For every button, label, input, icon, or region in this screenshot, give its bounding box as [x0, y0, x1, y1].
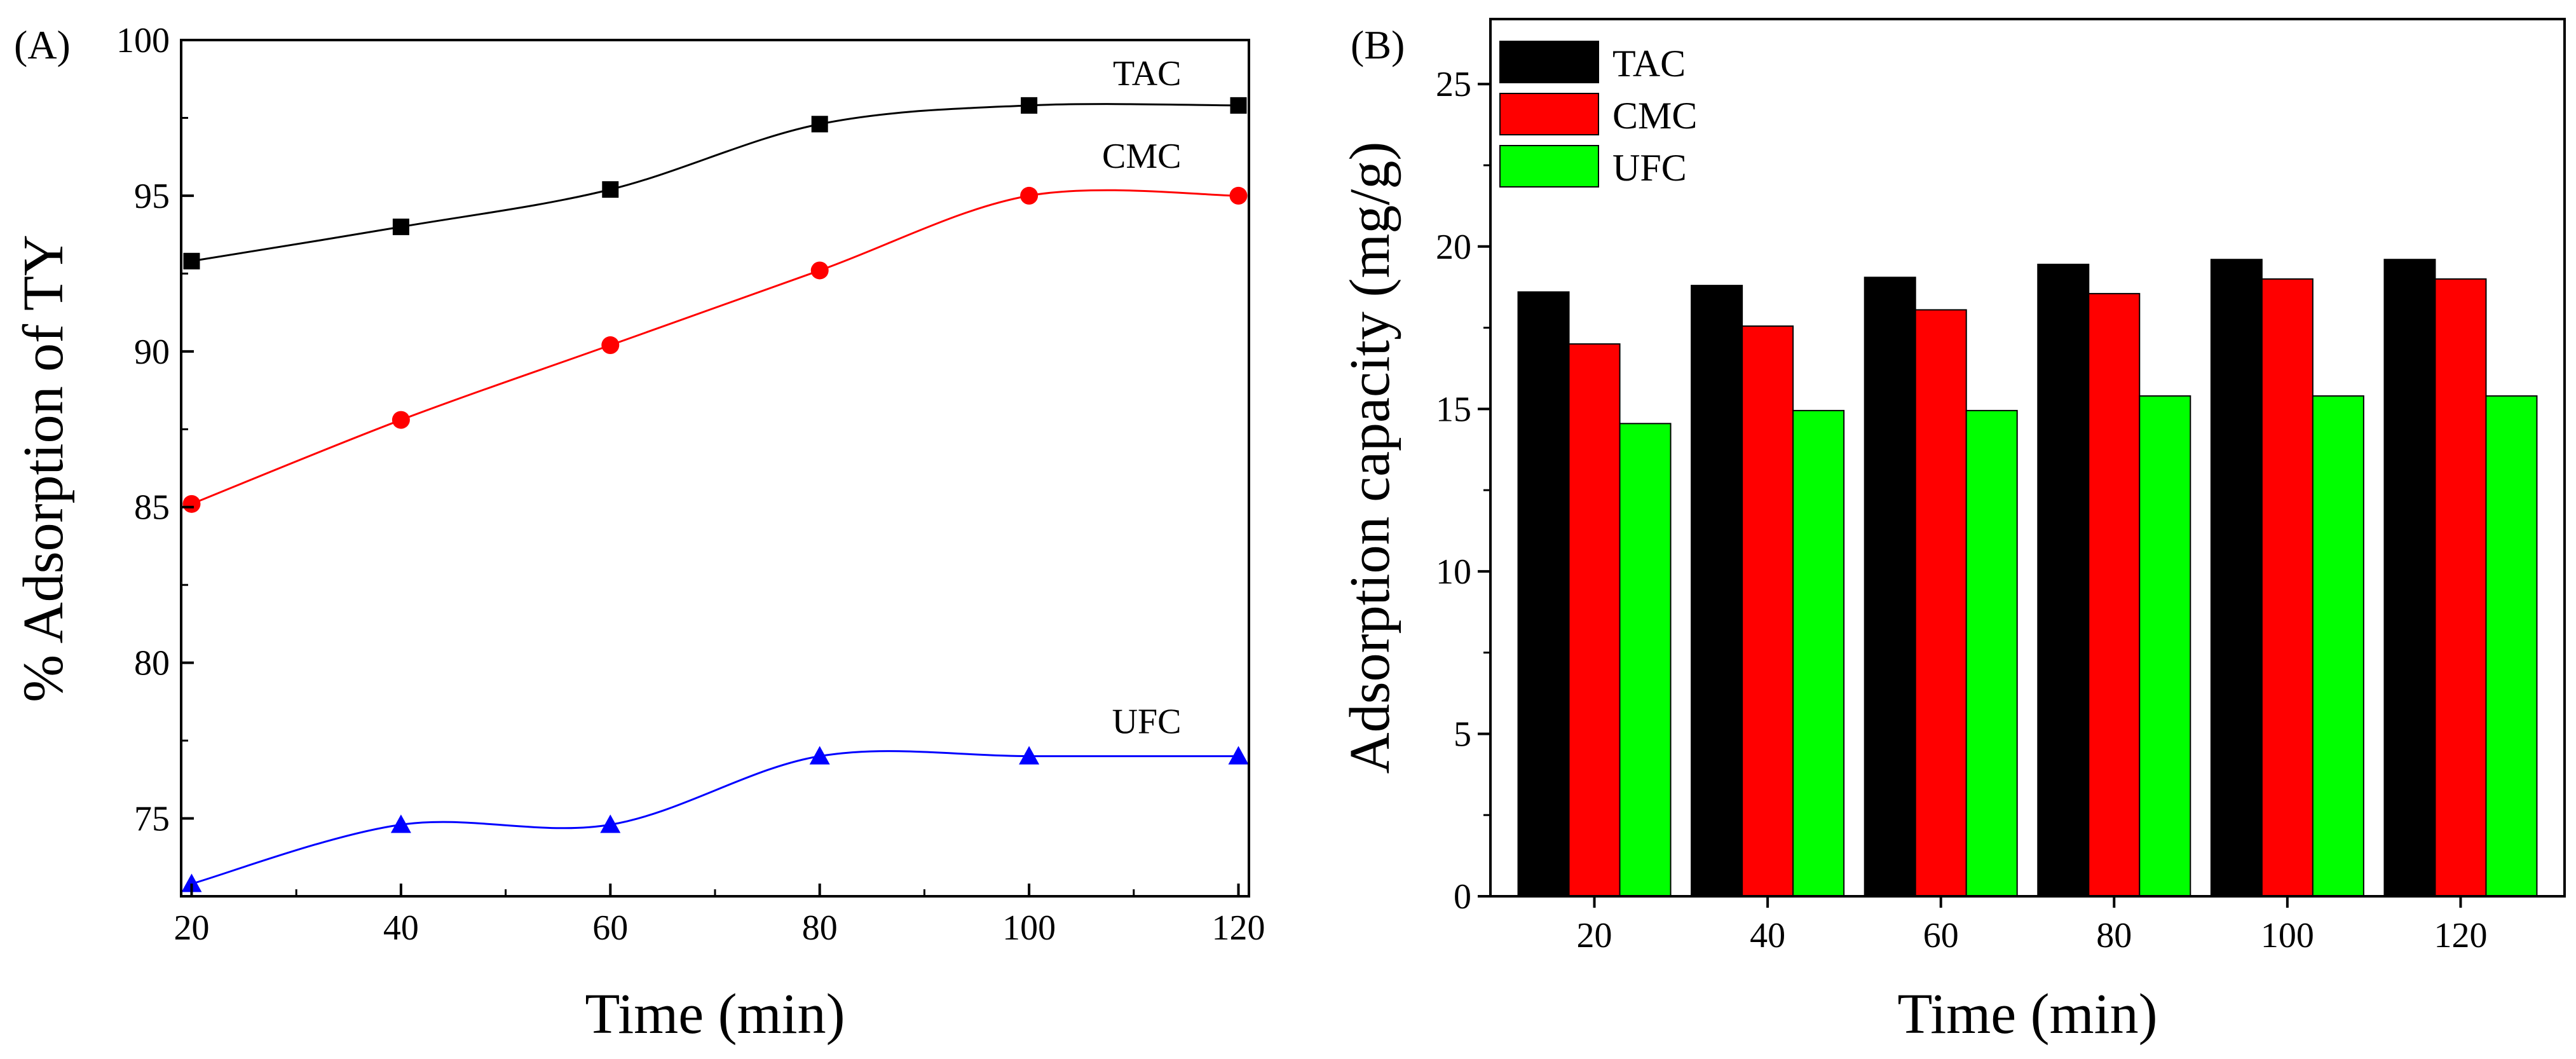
- bar-tac-60: [1864, 277, 1916, 898]
- bar-ufc-40: [1792, 409, 1845, 897]
- x-tick-label: 20: [1577, 916, 1612, 955]
- y-tick-label: 90: [134, 332, 170, 372]
- x-tick-label: 100: [1002, 908, 1056, 948]
- panel-b-label: (B): [1351, 22, 1405, 67]
- bar-ufc-60: [1965, 409, 2018, 897]
- y-tick-label: 80: [134, 644, 170, 683]
- data-point-cmc: [601, 336, 620, 355]
- panel-a-x-axis: 20 40 60 80 100 120: [174, 884, 1265, 948]
- data-point-tac: [602, 181, 619, 198]
- x-tick-label: 120: [1212, 908, 1265, 948]
- data-point-tac: [811, 116, 828, 133]
- legend-label-tac: TAC: [1612, 43, 1686, 85]
- data-point-cmc: [392, 411, 410, 429]
- data-point-ufc: [1019, 746, 1040, 765]
- bar-cmc-120: [2434, 278, 2487, 897]
- data-point-cmc: [810, 261, 829, 280]
- legend-label-cmc: CMC: [1612, 95, 1697, 137]
- panel-a-x-axis-title: Time (min): [585, 983, 845, 1046]
- data-point-ufc: [181, 873, 202, 892]
- panel-a-y-axis: 75 80 85 90 95 100: [116, 21, 194, 839]
- bar-cmc-40: [1741, 325, 1794, 897]
- y-tick-label: 0: [1454, 877, 1471, 917]
- data-point-cmc: [1229, 186, 1248, 205]
- panel-a-label: (A): [14, 22, 71, 67]
- x-tick-label: 40: [383, 908, 419, 948]
- series-label-tac: TAC: [1113, 54, 1182, 93]
- bar-cmc-100: [2261, 278, 2314, 897]
- y-tick-label: 25: [1436, 65, 1471, 104]
- x-tick-label: 60: [592, 908, 628, 948]
- bar-tac-100: [2210, 259, 2263, 897]
- panel-a-y-axis-title: % Adsorption of TY: [12, 235, 75, 702]
- panel-b-x-axis-title: Time (min): [1897, 983, 2157, 1046]
- bar-ufc-120: [2485, 395, 2538, 897]
- data-point-tac: [1230, 97, 1247, 114]
- bar-ufc-20: [1619, 423, 1672, 897]
- bar-ufc-100: [2312, 395, 2364, 897]
- series-line-tac: [191, 103, 1239, 263]
- legend-swatch-tac: [1499, 41, 1599, 83]
- x-tick-label: 20: [174, 908, 209, 948]
- series-label-cmc: CMC: [1102, 137, 1182, 176]
- y-tick-label: 15: [1436, 390, 1471, 429]
- panel-b-y-axis: 0 5 10 15 20 25: [1436, 65, 1490, 917]
- data-point-tac: [392, 218, 409, 235]
- x-tick-label: 100: [2261, 916, 2314, 955]
- y-tick-label: 20: [1436, 228, 1471, 267]
- data-point-ufc: [809, 746, 830, 765]
- legend-swatch-cmc: [1499, 93, 1599, 135]
- y-tick-label: 85: [134, 488, 170, 528]
- data-point-tac: [1021, 97, 1038, 114]
- bar-tac-80: [2037, 263, 2090, 897]
- data-point-tac: [183, 252, 200, 270]
- data-point-ufc: [1228, 746, 1249, 765]
- data-point-cmc: [182, 495, 201, 513]
- bar-cmc-80: [2088, 292, 2141, 897]
- series-line-cmc: [191, 189, 1239, 505]
- y-tick-label: 75: [134, 800, 170, 839]
- x-tick-label: 80: [802, 908, 838, 948]
- bar-tac-20: [1517, 291, 1570, 898]
- y-tick-label: 95: [134, 177, 170, 216]
- bar-cmc-20: [1568, 343, 1621, 897]
- panel-b-legend: TAC CMC UFC: [1499, 41, 1697, 189]
- panel-b-marks: [1517, 259, 2538, 898]
- y-tick-label: 5: [1454, 714, 1471, 754]
- bar-ufc-80: [2139, 395, 2191, 897]
- legend-label-ufc: UFC: [1612, 147, 1687, 189]
- panel-b-plot-frame: [1489, 18, 2566, 898]
- x-tick-label: 60: [1923, 916, 1959, 955]
- data-point-cmc: [1020, 186, 1039, 205]
- x-tick-label: 120: [2434, 916, 2487, 955]
- bar-cmc-60: [1914, 309, 1967, 897]
- series-line-ufc: [191, 750, 1239, 885]
- data-point-ufc: [390, 814, 411, 833]
- panel-b-x-axis: 20 40 60 80 100 120: [1577, 896, 2487, 955]
- bar-tac-120: [2383, 259, 2436, 897]
- x-tick-label: 40: [1750, 916, 1785, 955]
- y-tick-label: 10: [1436, 552, 1471, 592]
- y-tick-label: 100: [116, 21, 170, 60]
- legend-swatch-ufc: [1499, 145, 1599, 188]
- panel-a-marks: TAC CMC UFC: [181, 54, 1249, 892]
- panel-a-line-chart: (A) TAC CMC UFC 20 40 60 80 100 120 75 80 85 90 95 1…: [12, 21, 1265, 1046]
- panel-a-plot-frame: [180, 39, 1250, 898]
- x-tick-label: 80: [2096, 916, 2132, 955]
- series-label-ufc: UFC: [1112, 702, 1182, 742]
- data-point-ufc: [600, 814, 621, 833]
- panel-b-y-axis-title: Adsorption capacity (mg/g): [1339, 142, 1401, 774]
- bar-tac-40: [1691, 285, 1743, 898]
